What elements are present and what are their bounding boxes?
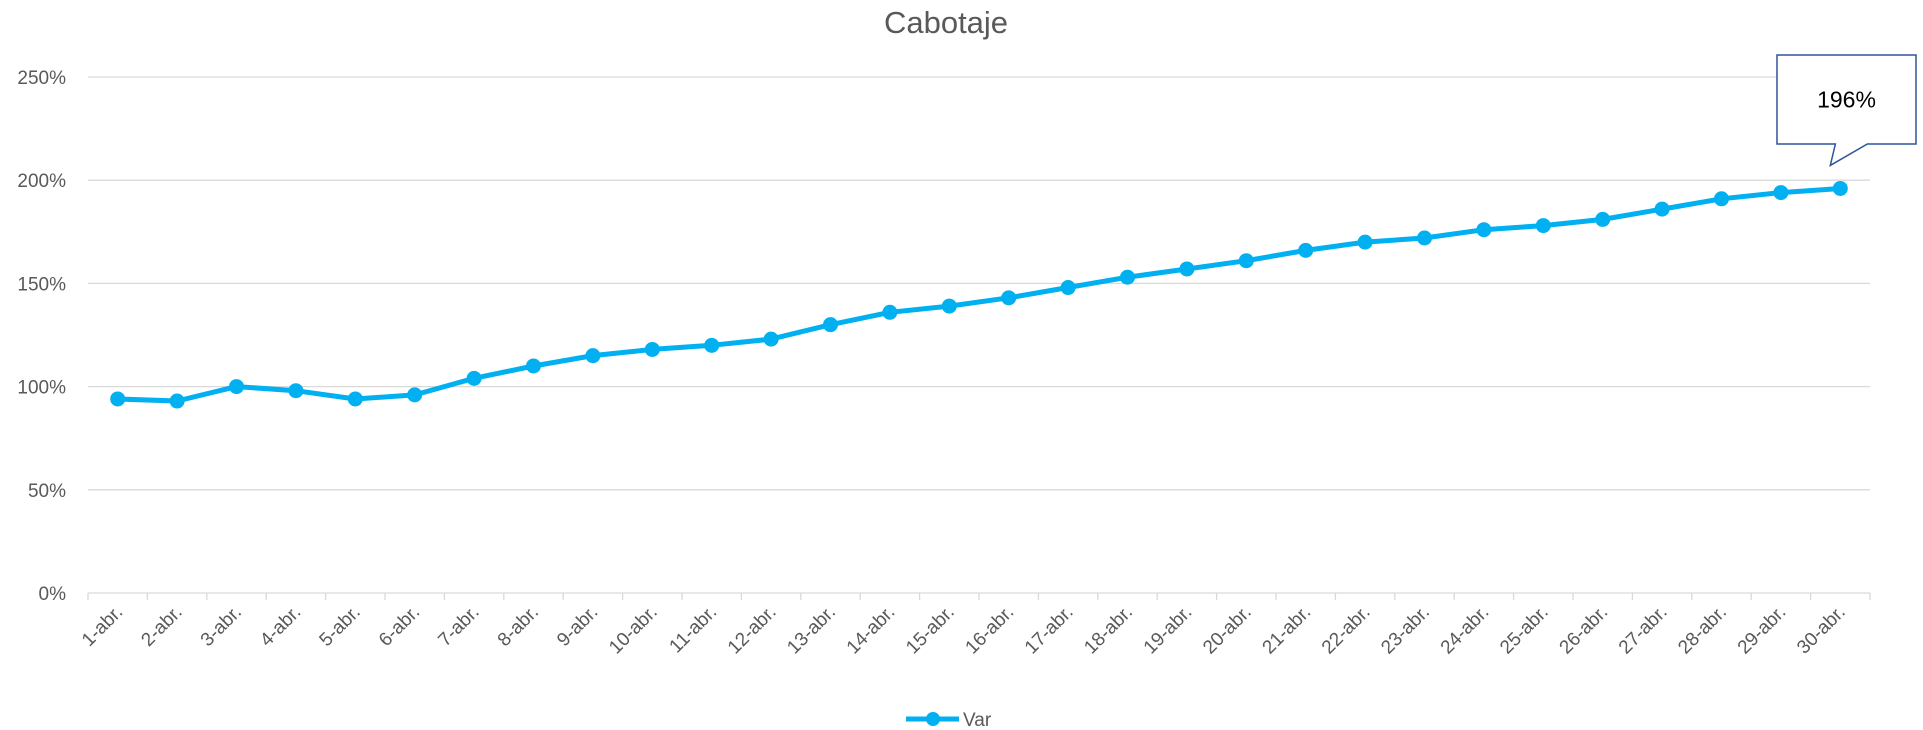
x-axis-tick-labels: 1-abr. 2-abr. 3-abr. 4-abr. 5-abr. 6-abr. 7-ab… [78, 602, 1850, 659]
callout-label: 196% [1817, 87, 1876, 113]
y-tick-label: 250% [17, 68, 66, 89]
data-point [1060, 280, 1076, 296]
x-tick-label: 13-abr. [783, 602, 840, 659]
y-axis-tick-labels: 0% 50% 100% 150% 200% 250% [17, 68, 66, 605]
x-tick-label: 24-abr. [1437, 602, 1494, 659]
data-point [1179, 261, 1195, 277]
callout-box [1776, 54, 1917, 167]
data-point [1832, 180, 1848, 196]
y-tick-label: 200% [17, 171, 66, 192]
x-tick-label: 4-abr. [256, 602, 305, 651]
data-point [169, 393, 185, 409]
data-point [1238, 253, 1254, 269]
x-tick-label: 19-abr. [1140, 602, 1197, 659]
x-tick-label: 8-abr. [494, 602, 543, 651]
x-tick-label: 3-abr. [197, 602, 246, 651]
x-tick-label: 12-abr. [724, 602, 781, 659]
x-axis [87, 592, 1871, 600]
data-point [526, 358, 541, 374]
data-point [407, 387, 423, 403]
y-tick-label: 150% [17, 274, 66, 295]
grid-lines [88, 76, 1870, 491]
data-point [1357, 234, 1373, 250]
data-point [110, 391, 126, 407]
x-tick-label: 15-abr. [902, 602, 959, 659]
data-point [1535, 218, 1551, 234]
y-tick-label: 0% [39, 584, 67, 605]
x-tick-label: 17-abr. [1021, 602, 1078, 659]
x-tick-label: 20-abr. [1199, 602, 1256, 659]
x-tick-label: 7-abr. [434, 602, 483, 651]
data-point [763, 331, 779, 347]
data-point [1001, 290, 1017, 306]
data-point [823, 317, 838, 333]
x-tick-label: 26-abr. [1556, 602, 1613, 659]
x-tick-label: 22-abr. [1318, 602, 1375, 659]
x-tick-label: 5-abr. [316, 602, 365, 651]
data-point [1120, 269, 1135, 285]
chart-title: Cabotaje [884, 5, 1008, 40]
data-point [288, 383, 304, 399]
x-tick-label: 23-abr. [1377, 602, 1434, 659]
x-tick-label: 21-abr. [1259, 602, 1316, 659]
data-point [1714, 191, 1729, 207]
x-tick-label: 28-abr. [1674, 602, 1731, 659]
data-point [585, 348, 601, 364]
legend-entry-var: Var [963, 710, 992, 730]
x-tick-label: 30-abr. [1793, 602, 1850, 659]
data-point [644, 341, 660, 357]
data-point [1298, 242, 1314, 258]
data-point [1595, 211, 1611, 227]
data-callout: 196% [1776, 54, 1917, 167]
x-tick-label: 18-abr. [1080, 602, 1137, 659]
data-point [1773, 185, 1789, 201]
x-tick-label: 9-abr. [553, 602, 602, 651]
data-point [941, 298, 957, 314]
legend: Var [906, 710, 992, 730]
data-point [1417, 230, 1432, 246]
y-tick-label: 50% [28, 481, 66, 502]
x-tick-label: 16-abr. [962, 602, 1019, 659]
x-tick-label: 6-abr. [375, 602, 424, 651]
data-point [466, 370, 482, 386]
x-tick-label: 10-abr. [605, 602, 662, 659]
x-tick-label: 1-abr. [78, 602, 127, 651]
x-tick-label: 2-abr. [137, 602, 186, 651]
data-point [229, 379, 244, 395]
x-tick-label: 27-abr. [1615, 602, 1672, 659]
x-tick-label: 11-abr. [666, 602, 722, 658]
x-tick-label: 14-abr. [843, 602, 900, 659]
x-tick-label: 29-abr. [1734, 602, 1791, 659]
series-line [115, 186, 1843, 404]
data-point [882, 304, 898, 320]
data-point [347, 391, 363, 407]
data-point [704, 337, 720, 353]
series-var [110, 180, 1848, 409]
data-point [1476, 222, 1492, 238]
x-tick-label: 25-abr. [1496, 602, 1553, 659]
y-tick-label: 100% [17, 378, 66, 399]
data-point [1654, 201, 1670, 217]
legend-point-marker [926, 712, 940, 726]
